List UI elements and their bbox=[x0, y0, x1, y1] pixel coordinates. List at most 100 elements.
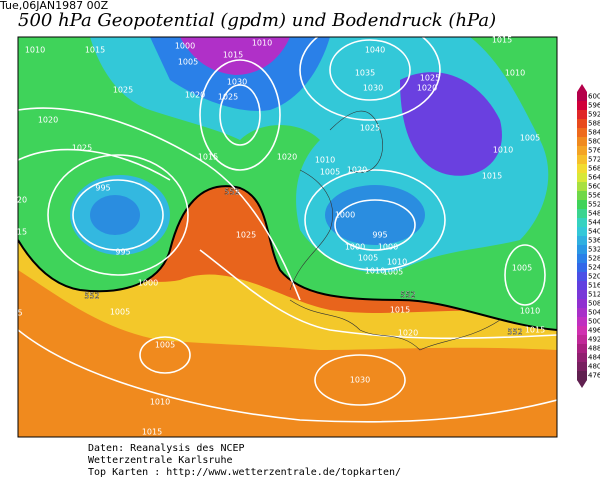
isobar-label: 1015 bbox=[492, 36, 512, 45]
blue-low-central bbox=[325, 185, 425, 245]
isobar-label: 1005 bbox=[320, 168, 340, 177]
colorbar-label: 592 bbox=[588, 111, 600, 119]
isobar-label: 1040 bbox=[365, 46, 385, 55]
colorbar-label: 564 bbox=[588, 174, 600, 182]
colorbar-label: 540 bbox=[588, 228, 600, 236]
isobar-label: 1025 bbox=[218, 93, 238, 102]
footer-line: Wetterzentrale Karlsruhe bbox=[88, 455, 233, 466]
colorbar-swatch bbox=[577, 200, 587, 210]
contour-label: 552 bbox=[224, 188, 239, 197]
isobar-label: 1010 bbox=[252, 39, 272, 48]
colorbar-swatch bbox=[577, 173, 587, 183]
contour-label: 552 bbox=[84, 292, 99, 301]
colorbar-swatch bbox=[577, 128, 587, 138]
isobar-label: 1015 bbox=[525, 326, 545, 335]
colorbar-label: 520 bbox=[588, 273, 600, 281]
coastlines bbox=[289, 110, 501, 351]
isobar-label: 1010 bbox=[25, 46, 45, 55]
colorbar-swatch bbox=[577, 164, 587, 174]
isobar-label: 1025 bbox=[360, 124, 380, 133]
colorbar-swatch bbox=[577, 227, 587, 237]
colorbar-label: 580 bbox=[588, 138, 600, 146]
isobar-label: 15 bbox=[17, 228, 27, 237]
colorbar-label: 496 bbox=[588, 327, 600, 335]
isobar-label: 995 bbox=[95, 184, 110, 193]
isobar-label: 1025 bbox=[236, 231, 256, 240]
colorbar-label: 544 bbox=[588, 219, 600, 227]
colorbar-arrow-bottom bbox=[577, 380, 587, 388]
colorbar-label: 600 bbox=[588, 93, 600, 101]
colorbar-label: 524 bbox=[588, 264, 600, 272]
isobar-label: 1010 bbox=[365, 267, 385, 276]
colorbar-label: 584 bbox=[588, 129, 600, 137]
colorbar-swatch bbox=[577, 92, 587, 102]
isobar-label: 5 bbox=[17, 309, 22, 318]
colorbar-swatch bbox=[577, 218, 587, 228]
isobar-label: 1020 bbox=[398, 329, 418, 338]
contour-label: 552 bbox=[400, 291, 415, 300]
contour-label: 552 bbox=[507, 328, 522, 337]
colorbar-label: 556 bbox=[588, 192, 600, 200]
isobar-label: 1020 bbox=[38, 116, 58, 125]
colorbar-label: 588 bbox=[588, 120, 600, 128]
colorbar-swatch bbox=[577, 299, 587, 309]
colorbar-label: 552 bbox=[588, 201, 600, 209]
isobar-label: 1000 bbox=[345, 243, 365, 252]
isobar-label: 1020 bbox=[347, 166, 367, 175]
isobar-label: 1025 bbox=[72, 144, 92, 153]
colorbar-swatch bbox=[577, 110, 587, 120]
isobar-label: 1000 bbox=[138, 279, 158, 288]
contour-552 bbox=[18, 185, 557, 331]
isobar-label: 1005 bbox=[383, 268, 403, 277]
isobar-label: 1015 bbox=[198, 153, 218, 162]
yellow-band bbox=[18, 200, 557, 350]
isobar-label: 1025 bbox=[420, 74, 440, 83]
isobar-label: 1020 bbox=[185, 91, 205, 100]
isobar-label: 1030 bbox=[363, 84, 383, 93]
colorbar-label: 560 bbox=[588, 183, 600, 191]
colorbar-swatch bbox=[577, 146, 587, 156]
isobar-label: 1030 bbox=[227, 78, 247, 87]
colorbar-label: 492 bbox=[588, 336, 600, 344]
colorbar-swatch bbox=[577, 245, 587, 255]
colorbar-label: 476 bbox=[588, 372, 600, 380]
isobar-label: 1005 bbox=[512, 264, 532, 273]
colorbar-label: 536 bbox=[588, 237, 600, 245]
isobar-label: 1015 bbox=[85, 46, 105, 55]
colorbar: 6005965925885845805765725685645605565525… bbox=[577, 84, 600, 388]
purple-field-north bbox=[180, 37, 290, 75]
colorbar-swatch bbox=[577, 353, 587, 363]
colorbar-swatch bbox=[577, 209, 587, 219]
isobar-label: 1025 bbox=[113, 86, 133, 95]
colorbar-swatch bbox=[577, 344, 587, 354]
colorbar-swatch bbox=[577, 362, 587, 372]
colorbar-swatch bbox=[577, 119, 587, 129]
colorbar-label: 504 bbox=[588, 309, 600, 317]
colorbar-swatch bbox=[577, 317, 587, 327]
isobar-label: 1010 bbox=[505, 69, 525, 78]
map-field bbox=[18, 37, 557, 437]
isobars bbox=[18, 37, 557, 423]
colorbar-swatch bbox=[577, 254, 587, 264]
colorbar-swatch bbox=[577, 137, 587, 147]
colorbar-swatch bbox=[577, 155, 587, 165]
footer-line: Top Karten : http://www.wetterzentrale.d… bbox=[88, 467, 401, 478]
isobar-label: 1015 bbox=[223, 51, 243, 60]
isobar-label: 1005 bbox=[110, 308, 130, 317]
colorbar-swatch bbox=[577, 335, 587, 345]
date-label: Tue,06JAN1987 00Z bbox=[0, 0, 109, 12]
isobar-label: 995 bbox=[372, 231, 387, 240]
isobar-label: 1010 bbox=[315, 156, 335, 165]
colorbar-label: 512 bbox=[588, 291, 600, 299]
isobar-label: 1005 bbox=[358, 254, 378, 263]
isobar-label: 1000 bbox=[335, 211, 355, 220]
colorbar-swatch bbox=[577, 182, 587, 192]
colorbar-label: 568 bbox=[588, 165, 600, 173]
colorbar-label: 508 bbox=[588, 300, 600, 308]
isobar-label: 1000 bbox=[175, 42, 195, 51]
colorbar-label: 500 bbox=[588, 318, 600, 326]
isobar-label: 1020 bbox=[277, 153, 297, 162]
isobar-label: 1010 bbox=[150, 398, 170, 407]
colorbar-label: 516 bbox=[588, 282, 600, 290]
isobar-label: 1015 bbox=[142, 428, 162, 437]
